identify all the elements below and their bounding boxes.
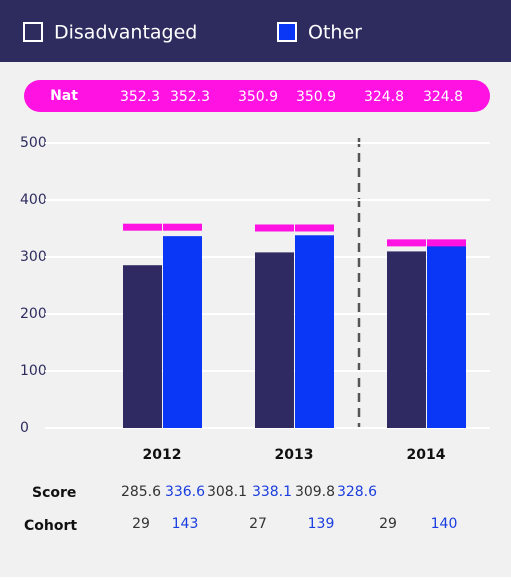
- legend-label: Other: [308, 22, 362, 44]
- bar: [387, 251, 426, 428]
- nat-value: 350.9: [296, 89, 336, 105]
- y-tick-label: 400: [20, 192, 47, 208]
- score-label: Score: [32, 485, 76, 501]
- x-tick-label: 2013: [275, 447, 314, 463]
- cohort-value: 143: [172, 516, 199, 532]
- score-value: 309.8: [295, 484, 335, 500]
- bar: [123, 265, 162, 428]
- y-tick-label: 100: [20, 363, 47, 379]
- cohort-value: 29: [132, 516, 150, 532]
- cohort-value: 139: [308, 516, 335, 532]
- nat-value: 324.8: [364, 89, 404, 105]
- header: [0, 0, 511, 62]
- nat-marker: [255, 224, 294, 232]
- nat-marker: [123, 223, 162, 231]
- nat-label: Nat: [50, 88, 78, 104]
- nat-marker: [163, 223, 202, 231]
- legend-swatch: [277, 22, 297, 42]
- y-tick-label: 200: [20, 306, 47, 322]
- bar: [255, 252, 294, 428]
- x-tick-label: 2012: [143, 447, 182, 463]
- score-value: 336.6: [165, 484, 205, 500]
- nat-value: 350.9: [238, 89, 278, 105]
- y-tick-label: 300: [20, 249, 47, 265]
- nat-pill: [24, 80, 490, 112]
- bar: [163, 236, 202, 428]
- cohort-value: 27: [249, 516, 267, 532]
- score-value: 285.6: [121, 484, 161, 500]
- cohort-value: 29: [379, 516, 397, 532]
- nat-marker: [295, 224, 334, 232]
- legend-swatch: [23, 22, 43, 42]
- legend-label: Disadvantaged: [54, 22, 197, 44]
- bar: [295, 235, 334, 428]
- cohort-value: 140: [431, 516, 458, 532]
- y-tick-label: 500: [20, 135, 47, 151]
- x-tick-label: 2014: [407, 447, 446, 463]
- nat-value: 352.3: [120, 89, 160, 105]
- y-tick-label: 0: [20, 420, 29, 436]
- score-value: 328.6: [337, 484, 377, 500]
- score-value: 308.1: [207, 484, 247, 500]
- cohort-label: Cohort: [24, 518, 77, 534]
- bar: [427, 240, 466, 428]
- nat-marker: [387, 239, 426, 247]
- nat-value: 324.8: [423, 89, 463, 105]
- nat-value: 352.3: [170, 89, 210, 105]
- nat-marker: [427, 239, 466, 247]
- score-value: 338.1: [252, 484, 292, 500]
